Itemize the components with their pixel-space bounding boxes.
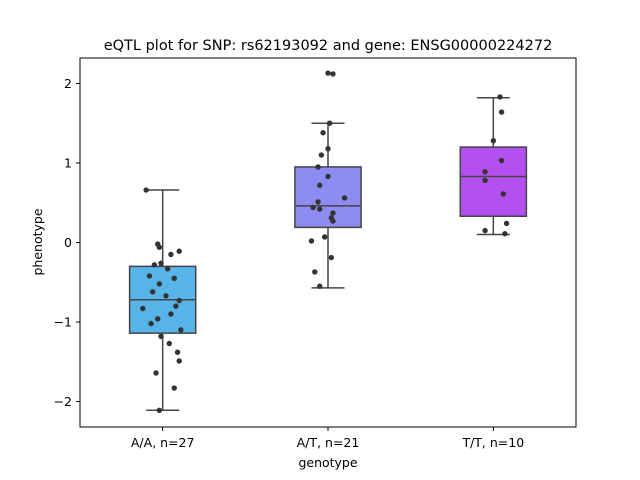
box-iqr — [459, 146, 528, 218]
data-point — [150, 289, 156, 295]
data-point — [330, 71, 336, 77]
y-axis-label: phenotype — [30, 208, 45, 275]
data-point — [153, 370, 159, 376]
data-point — [315, 199, 321, 205]
data-point — [168, 251, 174, 258]
x-tick-label: A/T, n=21 — [297, 435, 360, 450]
data-point — [151, 262, 158, 268]
data-point — [164, 266, 171, 272]
data-point — [171, 275, 177, 281]
x-axis-label: genotype — [298, 455, 357, 470]
data-point — [178, 327, 184, 333]
data-point — [503, 220, 510, 227]
data-point — [156, 244, 163, 250]
data-point — [490, 138, 497, 144]
points-layer — [140, 70, 510, 413]
data-point — [168, 311, 174, 317]
data-point — [326, 120, 333, 126]
data-point — [341, 195, 348, 201]
data-point — [482, 177, 488, 184]
data-point — [328, 254, 335, 261]
y-tick-label: 1 — [64, 155, 72, 170]
data-point — [317, 206, 323, 212]
data-point — [317, 182, 323, 188]
axes-layer: −2 −1 0 1 2 A/A, n=27 A/T, n=21 T/T, n=10 — [54, 76, 525, 450]
data-point — [498, 109, 505, 115]
data-point — [166, 340, 172, 347]
data-point — [315, 164, 321, 170]
data-point — [148, 320, 154, 327]
data-point — [318, 152, 325, 158]
data-point — [330, 218, 336, 224]
data-point — [325, 70, 331, 76]
data-point — [176, 358, 182, 364]
chart-title: eQTL plot for SNP: rs62193092 and gene: … — [104, 38, 553, 54]
data-point — [482, 169, 488, 175]
data-point — [482, 227, 488, 234]
data-point — [320, 130, 326, 136]
data-point — [156, 281, 163, 287]
data-point — [174, 349, 181, 355]
data-point — [312, 269, 318, 275]
y-tick-label: −2 — [54, 394, 72, 409]
data-point — [146, 273, 153, 279]
data-point — [321, 234, 328, 240]
data-point — [502, 231, 508, 237]
y-tick-label: −1 — [54, 315, 72, 330]
data-point — [158, 260, 164, 266]
data-point — [155, 316, 161, 322]
data-point — [176, 297, 182, 304]
data-point — [143, 187, 149, 193]
data-point — [310, 204, 316, 211]
data-point — [325, 173, 331, 180]
data-point — [330, 210, 336, 216]
data-point — [325, 145, 331, 152]
data-point — [497, 94, 503, 100]
x-tick-label: A/A, n=27 — [131, 435, 195, 450]
x-tick-label: T/T, n=10 — [461, 435, 524, 450]
y-tick-label: 2 — [64, 76, 72, 91]
data-point — [156, 407, 163, 413]
data-point — [317, 283, 323, 289]
y-tick-label: 0 — [64, 235, 72, 250]
data-point — [308, 238, 315, 244]
data-point — [173, 303, 179, 309]
data-point — [163, 293, 169, 299]
data-point — [500, 191, 506, 197]
data-point — [140, 305, 146, 312]
data-point — [176, 248, 182, 254]
data-point — [498, 157, 505, 164]
data-point — [158, 333, 164, 340]
data-point — [171, 385, 177, 391]
